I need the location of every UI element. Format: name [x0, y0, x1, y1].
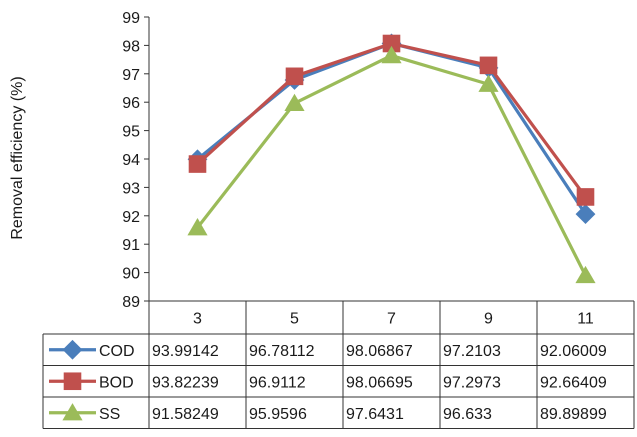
series-lines	[196, 41, 587, 277]
y-tick-label: 92	[122, 209, 140, 226]
x-category-label: 11	[577, 311, 594, 328]
data-point-bod	[479, 56, 498, 75]
legend-series-name: SS	[99, 406, 120, 423]
table-cell-value: 98.06867	[346, 343, 413, 360]
legend-key-marker	[62, 403, 83, 421]
legend-key-bod	[49, 372, 96, 391]
y-tick-label: 97	[122, 67, 140, 84]
data-point-bod	[382, 34, 401, 53]
series-line-bod	[196, 41, 587, 198]
x-category-label: 7	[387, 311, 396, 328]
y-tick-label: 91	[122, 237, 140, 254]
legend-series-name: COD	[99, 343, 135, 360]
table-cell-value: 91.58249	[152, 406, 219, 423]
y-axis-label: Removal efficiency (%)	[9, 76, 26, 239]
data-point-ss	[187, 218, 208, 236]
y-tick-label: 94	[122, 152, 140, 169]
y-tick-label: 98	[122, 38, 140, 55]
data-point-bod	[576, 188, 595, 206]
data-point-bod	[285, 67, 304, 86]
y-tick-label: 96	[122, 95, 140, 112]
y-tick-label: 90	[122, 266, 140, 283]
table-cell-value: 89.89899	[540, 406, 607, 423]
data-table-grid	[42, 300, 635, 429]
x-category-label: 9	[484, 311, 493, 328]
legend-key-ss	[49, 403, 96, 421]
legend-series-name: BOD	[99, 374, 134, 391]
data-table-rows: COD 93.99142 96.78112 98.06867 97.2103 92.060…	[49, 339, 607, 423]
data-point-ss	[478, 74, 499, 92]
table-cell-value: 97.6431	[346, 406, 404, 423]
legend-key-cod	[49, 339, 96, 360]
legend-key-marker	[62, 339, 83, 360]
table-cell-value: 96.78112	[249, 343, 315, 360]
data-point-ss	[381, 45, 402, 64]
data-point-bod	[188, 155, 207, 173]
y-tick-label: 99	[122, 10, 140, 27]
table-cell-value: 97.2973	[443, 374, 501, 391]
y-tick-labels: 89 90 91 92 93 94 95 96 97 98 99	[122, 10, 149, 311]
table-cell-value: 96.633	[443, 406, 492, 423]
series-line-cod	[196, 41, 587, 215]
x-category-label: 3	[193, 311, 202, 328]
table-cell-value: 92.06009	[540, 343, 607, 360]
series-markers	[187, 33, 596, 284]
table-cell-value: 92.66409	[540, 374, 607, 391]
x-category-label: 5	[290, 311, 299, 328]
table-cell-value: 93.99142	[152, 343, 219, 360]
data-point-cod	[575, 204, 596, 225]
data-point-ss	[284, 93, 305, 112]
table-cell-value: 97.2103	[443, 343, 501, 360]
table-cell-value: 98.06695	[346, 374, 413, 391]
series-line-ss	[196, 53, 587, 277]
y-tick-label: 93	[122, 180, 140, 197]
x-category-labels: 3 5 7 9 11	[193, 311, 594, 328]
y-tick-label: 95	[122, 124, 140, 141]
y-tick-label: 89	[122, 294, 140, 311]
table-cell-value: 95.9596	[249, 406, 307, 423]
legend-key-marker	[63, 372, 82, 391]
data-point-ss	[575, 265, 596, 284]
table-cell-value: 96.9112	[249, 374, 306, 391]
table-cell-value: 93.82239	[152, 374, 219, 391]
